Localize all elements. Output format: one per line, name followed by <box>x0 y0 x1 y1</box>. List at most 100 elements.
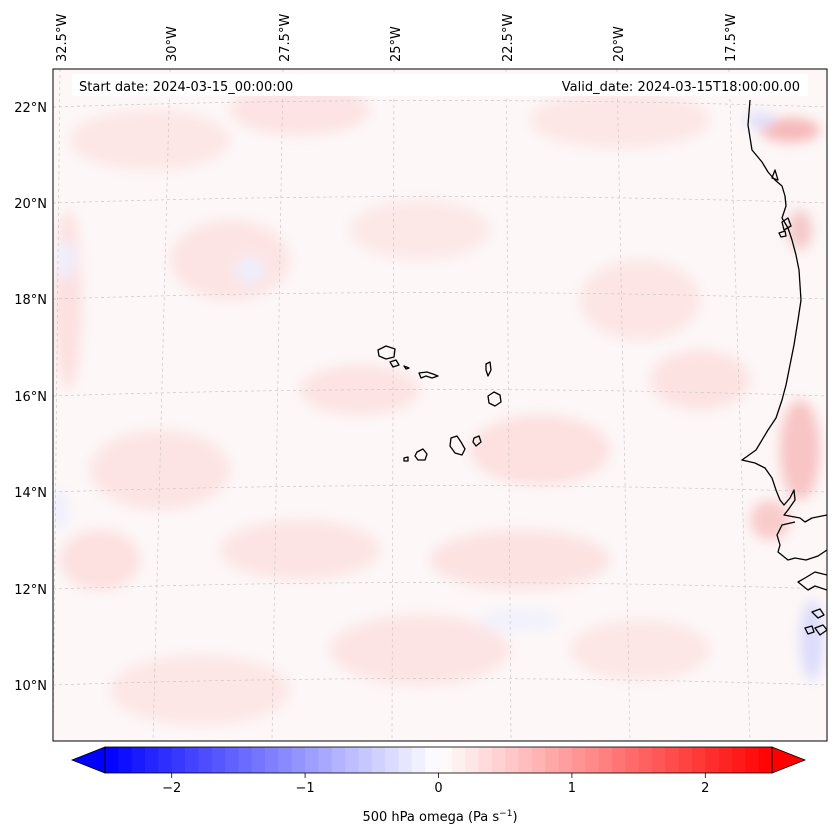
colorbar-cell <box>718 747 733 773</box>
colorbar-ticks: −2 −1 0 1 2 <box>162 773 709 796</box>
colorbar-cell <box>145 747 159 773</box>
lon-label-25: 25°W <box>389 26 404 62</box>
header-band: Start date: 2024-03-15_00:00:00 Valid_da… <box>72 74 808 96</box>
colorbar-cell <box>491 747 506 773</box>
header-background <box>72 74 808 96</box>
colorbar-cell <box>211 747 226 773</box>
island-brava <box>403 456 409 462</box>
colorbar-cell <box>251 747 266 773</box>
island-santa-luzia <box>403 365 410 370</box>
africa-coastline <box>741 99 827 523</box>
lat-label-10: 10°N <box>14 679 47 694</box>
colorbar-tick-label: −2 <box>162 781 181 796</box>
latitude-labels: 22°N 20°N 18°N 16°N 14°N 12°N 10°N <box>14 101 47 694</box>
colorbar-cell <box>705 747 720 773</box>
colorbar-cell <box>278 747 293 773</box>
gridline-lon-17-5 <box>728 69 751 741</box>
colorbar-cell <box>305 747 320 773</box>
gridline-lon-30 <box>152 69 171 741</box>
island-santiago <box>449 435 466 456</box>
colorbar-cell <box>265 747 280 773</box>
colorbar-cell <box>385 747 400 773</box>
colorbar-cell <box>118 747 133 773</box>
colorbar-cell <box>451 747 466 773</box>
colorbar-cell <box>345 747 360 773</box>
gridline-lat-12 <box>53 582 827 590</box>
island-boa-vista <box>487 391 502 407</box>
colorbar-cells <box>105 747 773 773</box>
lat-label-22: 22°N <box>14 101 47 116</box>
colorbar-cell <box>185 747 199 773</box>
island-maio <box>472 435 482 447</box>
colorbar-label: 500 hPa omega (Pa s−1) <box>362 809 517 825</box>
colorbar-cell <box>358 747 373 773</box>
colorbar-cell <box>758 747 773 773</box>
island-sao-vicente <box>389 359 400 368</box>
map-panel <box>52 68 828 742</box>
colorbar-cell <box>638 747 653 773</box>
gridline-lon-20 <box>616 69 631 741</box>
colorbar-cell <box>678 747 693 773</box>
omega-patches <box>53 85 824 725</box>
lon-label-17-5: 17.5°W <box>724 14 739 62</box>
bijagos-islands-b <box>804 625 815 635</box>
colorbar-tick-label: 1 <box>568 781 576 796</box>
colorbar-tick-label: 0 <box>434 781 442 796</box>
lon-label-30: 30°W <box>165 26 180 62</box>
start-date-label: Start date: 2024-03-15_00:00:00 <box>79 80 293 95</box>
bijagos-islands-a <box>811 608 825 619</box>
colorbar-cell <box>558 747 573 773</box>
guinea-bissau-coast <box>797 571 827 591</box>
lat-label-12: 12°N <box>14 583 47 598</box>
colorbar-cell <box>171 747 186 773</box>
colorbar-cell <box>691 747 706 773</box>
lon-label-22-5: 22.5°W <box>501 14 516 62</box>
colorbar-cell <box>291 747 306 773</box>
colorbar-cell <box>425 747 440 773</box>
colorbar-cell <box>331 747 346 773</box>
colorbar-cell <box>585 747 600 773</box>
gridline-lat-10 <box>53 678 827 686</box>
colorbar-cell <box>571 747 586 773</box>
valid-date-label: Valid_date: 2024-03-15T18:00:00.00 <box>562 80 800 95</box>
map-frame <box>52 68 828 742</box>
colorbar-cell <box>651 747 666 773</box>
colorbar-cell <box>531 747 546 773</box>
lon-label-27-5: 27.5°W <box>278 14 293 62</box>
longitude-labels: 32.5°W 30°W 27.5°W 25°W 22.5°W 20°W 17.5… <box>55 14 739 62</box>
colorbar-cell <box>611 747 626 773</box>
gridline-lon-32-5 <box>53 69 61 741</box>
lat-label-20: 20°N <box>14 197 47 212</box>
omega-field <box>53 85 824 725</box>
colorbar-tick-label: 2 <box>701 781 709 796</box>
island-sao-nicolau <box>418 371 439 379</box>
lon-label-32-5: 32.5°W <box>55 14 70 62</box>
colorbar-cell <box>238 747 253 773</box>
colorbar-cell <box>665 747 680 773</box>
gridline-lat-16 <box>53 389 827 397</box>
colorbar-cell <box>411 747 426 773</box>
colorbar: −2 −1 0 1 2 500 hPa omega (Pa s−1) <box>70 746 807 825</box>
gridline-lon-22-5 <box>505 69 512 741</box>
gridline-lon-25 <box>391 69 395 741</box>
colorbar-cell <box>438 747 453 773</box>
gridline-lat-22 <box>53 100 827 108</box>
graticule <box>53 69 827 741</box>
colorbar-cell <box>518 747 533 773</box>
colorbar-cell <box>371 747 386 773</box>
colorbar-cell <box>105 747 119 773</box>
island-santo-antao <box>377 345 396 360</box>
colorbar-cell <box>158 747 173 773</box>
lat-label-18: 18°N <box>14 293 47 308</box>
senegal-gambia-coast <box>776 521 827 561</box>
colorbar-cell <box>398 747 413 773</box>
coastlines <box>377 99 827 636</box>
colorbar-cell <box>545 747 560 773</box>
lat-label-16: 16°N <box>14 390 47 405</box>
colorbar-extend-low <box>70 746 106 774</box>
colorbar-cell <box>131 747 146 773</box>
colorbar-cell <box>198 747 213 773</box>
cape-blanc-inlet <box>771 169 779 181</box>
colorbar-cell <box>731 747 746 773</box>
colorbar-cell <box>318 747 333 773</box>
